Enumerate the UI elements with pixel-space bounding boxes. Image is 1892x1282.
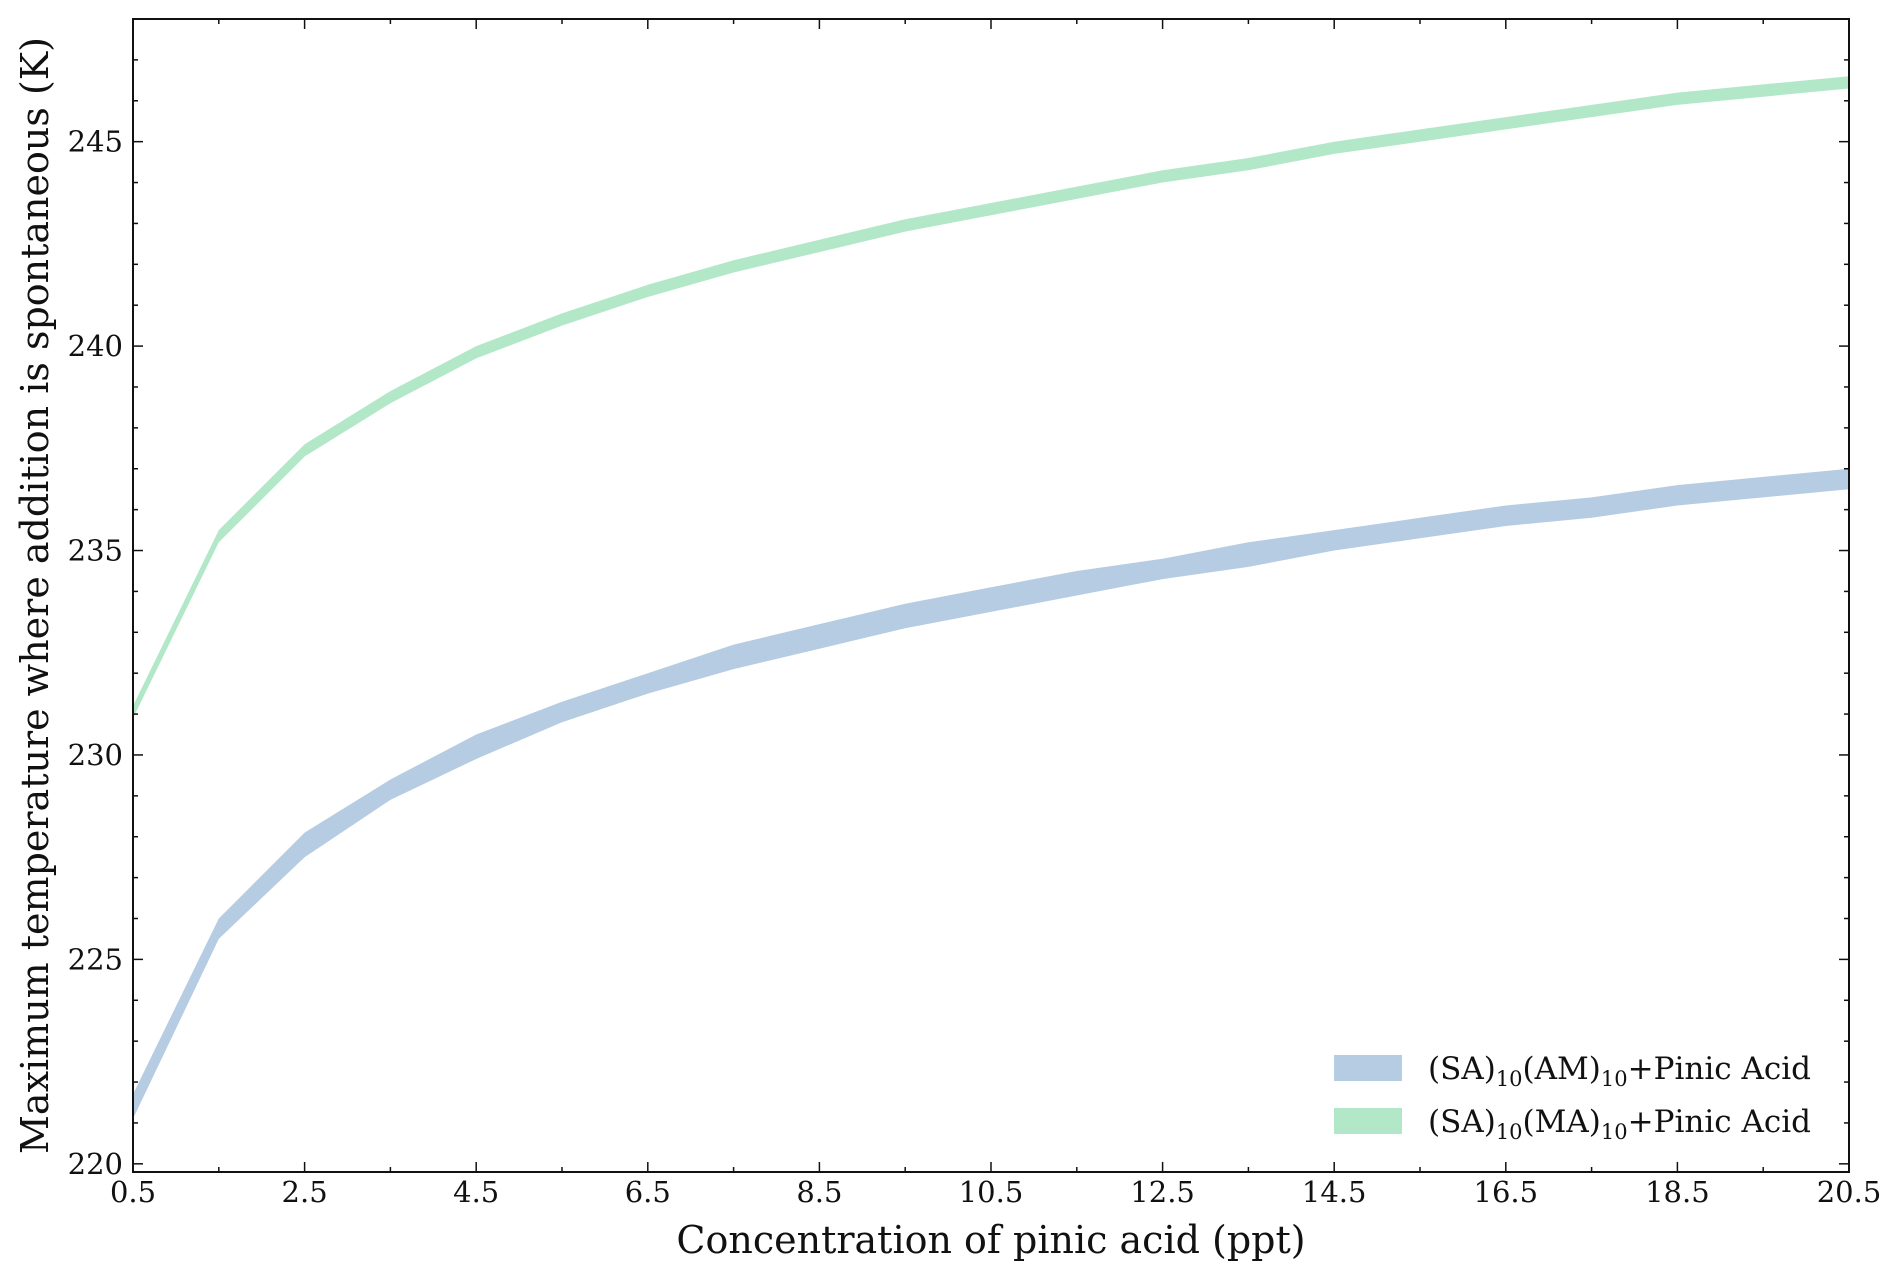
axis-tick-labels: 0.5 2.5 4.5 6.5 8.5 10.5 12.5 14.5 16.5 18.5 20.5 2… xyxy=(68,125,1882,1209)
y-tick-label: 230 xyxy=(68,738,123,772)
y-tick-label: 245 xyxy=(68,125,123,159)
series-bands xyxy=(133,76,1849,1119)
x-tick-label: 4.5 xyxy=(453,1175,499,1209)
legend-label-2: (SA)10(MA)10+Pinic Acid xyxy=(1428,1104,1811,1144)
x-tick-label: 14.5 xyxy=(1302,1175,1367,1209)
x-tick-label: 6.5 xyxy=(625,1175,671,1209)
x-tick-label: 2.5 xyxy=(282,1175,328,1209)
x-tick-label: 12.5 xyxy=(1130,1175,1195,1209)
x-tick-label: 0.5 xyxy=(110,1175,156,1209)
x-tick-label: 10.5 xyxy=(959,1175,1024,1209)
x-axis-label: Concentration of pinic acid (ppt) xyxy=(676,1218,1305,1262)
series-band-2 xyxy=(133,76,1849,719)
x-tick-label: 16.5 xyxy=(1474,1175,1539,1209)
legend-swatch-1 xyxy=(1334,1055,1402,1081)
legend-swatch-2 xyxy=(1334,1108,1402,1134)
y-tick-label: 225 xyxy=(68,942,123,976)
y-tick-label: 235 xyxy=(68,534,123,568)
x-tick-label: 8.5 xyxy=(796,1175,842,1209)
series-band-1 xyxy=(133,468,1849,1119)
plot-frame xyxy=(132,18,1850,1173)
y-axis-label: Maximum temperature where addition is sp… xyxy=(13,37,57,1154)
y-tick-label: 220 xyxy=(68,1147,123,1181)
x-tick-label: 18.5 xyxy=(1645,1175,1710,1209)
x-tick-label: 20.5 xyxy=(1817,1175,1882,1209)
y-tick-label: 240 xyxy=(68,329,123,363)
legend-label-1: (SA)10(AM)10+Pinic Acid xyxy=(1428,1051,1811,1091)
legend: (SA)10(AM)10+Pinic Acid (SA)10(MA)10+Pini… xyxy=(1334,1051,1811,1144)
